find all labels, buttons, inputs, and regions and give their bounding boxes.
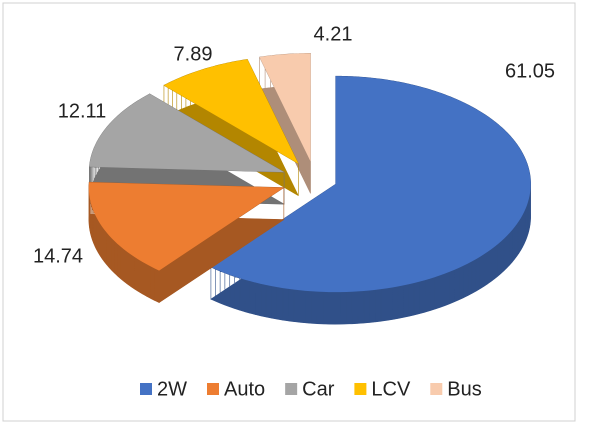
slice-top (89, 93, 285, 173)
data-label: 4.21 (314, 23, 353, 45)
data-label: 14.74 (33, 245, 83, 267)
pie-slice (88, 181, 285, 304)
legend-label: Car (302, 378, 335, 400)
slice-top (259, 53, 311, 162)
slice-top (163, 59, 299, 164)
legend-label: Bus (447, 378, 481, 400)
data-label: 7.89 (174, 43, 213, 65)
legend-label: 2W (157, 378, 187, 400)
slice-top (88, 182, 284, 271)
legend: 2W Auto Car LCV Bus (140, 378, 482, 400)
legend-swatch (430, 383, 443, 395)
pie-slice (210, 75, 531, 325)
legend-swatch (285, 383, 298, 395)
legend-swatch (354, 383, 367, 395)
data-label: 61.05 (505, 60, 555, 82)
legend-label: LCV (371, 378, 411, 400)
slice-top (210, 76, 531, 293)
legend-swatch (140, 383, 152, 395)
legend-swatch (207, 383, 219, 395)
data-label: 12.11 (58, 100, 107, 122)
legend-label: Auto (224, 378, 265, 400)
